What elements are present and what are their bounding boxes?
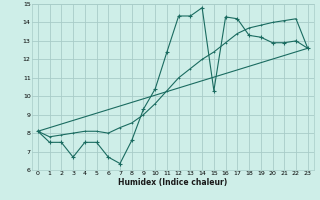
X-axis label: Humidex (Indice chaleur): Humidex (Indice chaleur): [118, 178, 228, 187]
